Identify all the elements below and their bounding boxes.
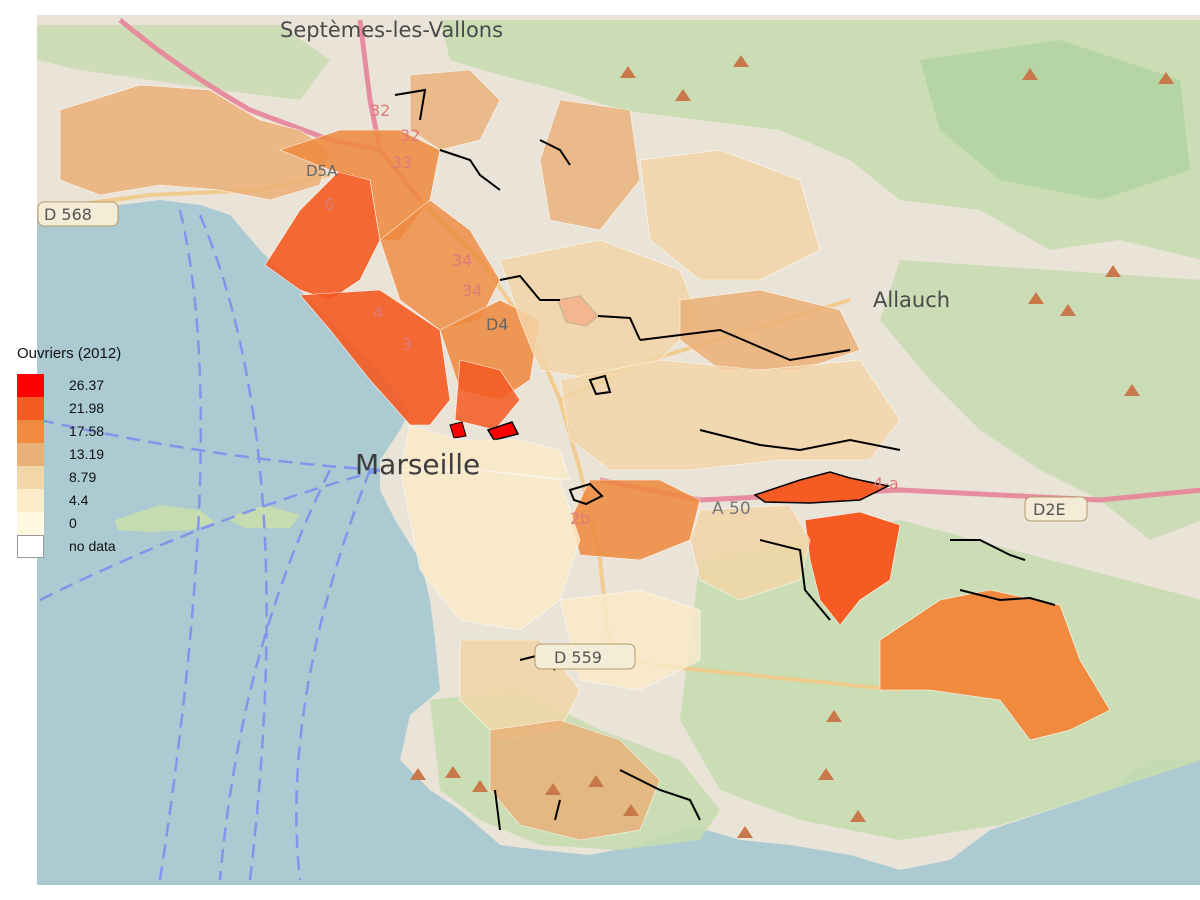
zone-south-east[interactable]	[804, 511, 901, 626]
label-4: 4	[373, 303, 383, 322]
zone-goudes[interactable]	[489, 719, 661, 841]
svg-text:D 568: D 568	[44, 205, 92, 224]
zone-coastal-north[interactable]	[299, 289, 451, 426]
district-boundaries	[394, 88, 1056, 831]
hills-east	[880, 260, 1200, 540]
zone-center-large[interactable]	[559, 359, 901, 471]
label-3: 3	[402, 335, 412, 354]
zone-east-mid[interactable]	[639, 149, 821, 281]
label-marseille: Marseille	[355, 448, 480, 481]
zone-red-b[interactable]	[486, 421, 520, 441]
road-shield-d2e: D2E	[1024, 496, 1088, 522]
label-32b: 32	[400, 126, 420, 145]
choropleth-layer	[59, 69, 1111, 841]
label-34a: 34	[452, 251, 472, 270]
ferry-routes	[39, 209, 381, 881]
zone-east-top[interactable]	[539, 99, 641, 231]
label-d5a: D5A	[306, 162, 338, 180]
label-allauch: Allauch	[873, 288, 950, 312]
zone-east-bar[interactable]	[753, 471, 891, 504]
road-shield-d568: D 568	[37, 201, 119, 227]
label-4a: 4-a	[873, 474, 899, 493]
zone-red-c[interactable]	[449, 421, 467, 439]
svg-text:D2E: D2E	[1033, 500, 1066, 519]
label-6: 6	[324, 195, 334, 214]
hills-northwest	[37, 25, 330, 100]
zone-north-d[interactable]	[454, 359, 521, 431]
label-33: 33	[392, 153, 412, 172]
map-labels: Septèmes-les-Vallons Allauch Marseille D…	[37, 18, 1088, 670]
zone-mid-south[interactable]	[689, 504, 811, 601]
zone-septemes[interactable]	[409, 69, 501, 151]
peak-markers	[410, 55, 1174, 838]
zone-vieux-port[interactable]	[399, 424, 571, 481]
zone-far-east[interactable]	[879, 589, 1111, 741]
zone-central-b[interactable]	[679, 289, 861, 371]
svg-text:D 559: D 559	[554, 648, 602, 667]
road-shield-d559: D 559	[534, 643, 636, 670]
label-a50: A 50	[712, 499, 751, 519]
label-34b: 34	[462, 281, 482, 300]
label-32a: 32	[370, 101, 390, 120]
zone-northwest[interactable]	[59, 84, 331, 201]
island-1	[115, 505, 215, 532]
label-2b: 2b	[570, 509, 590, 528]
label-d4: D4	[486, 315, 509, 334]
label-septemes: Septèmes-les-Vallons	[280, 18, 503, 42]
zone-north-b[interactable]	[379, 199, 501, 331]
park-area	[920, 40, 1190, 200]
